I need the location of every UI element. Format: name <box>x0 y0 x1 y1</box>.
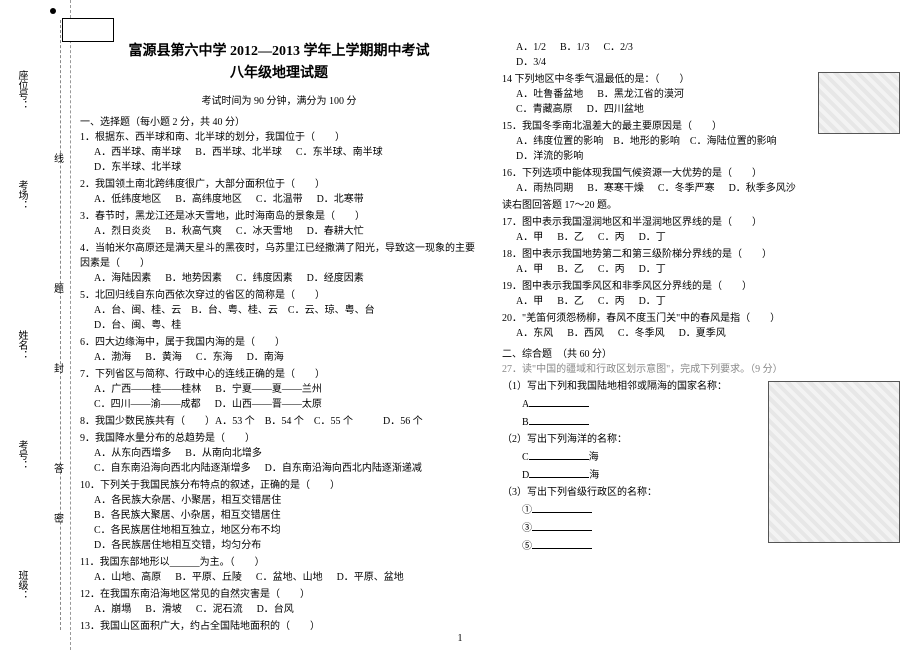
question-11: 11．我国东部地形以______为主。（ ） A．山地、高原B．平原、丘陵C．盆… <box>80 555 478 585</box>
question-16: 16．下列选项中能体现我国气候资源一大优势的是（ ） A．雨热同期B．寒寒干燥C… <box>502 166 900 196</box>
exam-content: 富源县第六中学 2012—2013 学年上学期期中考试 八年级地理试题 考试时间… <box>80 40 900 640</box>
question-9: 9．我国降水量分布的总趋势是（ ） A．从东向西增多B．从南向北增多C．自东南沿… <box>80 431 478 476</box>
binding-label: 姓名： <box>14 330 29 360</box>
section-2-heading: 二、综合题 （共 60 分） <box>502 345 900 360</box>
question-18: 18．图中表示我国地势第二和第三级阶梯分界线的是（ ） A．甲B．乙C．丙D．丁 <box>502 247 900 277</box>
question-6: 6．四大边缘海中，属于我国内海的是（ ） A．渤海B．黄海C．东海D．南海 <box>80 335 478 365</box>
question-20: 20．"羌笛何须怨杨柳，春风不度玉门关"中的春风是指（ ） A．东风B．西风C．… <box>502 311 900 341</box>
question-5: 5．北回归线自东向西依次穿过的省区的简称是（ ） A．台、闽、桂、云B．台、粤、… <box>80 288 478 333</box>
comprehensive-q27: 27．读"中国的疆域和行政区划示意图"，完成下列要求。（9 分） （1）写出下列… <box>502 362 900 554</box>
binding-seal-char: 答 <box>54 460 64 475</box>
question-12: 12．在我国东南沿海地区常见的自然灾害是（ ） A．崩塌B．滑坡C．泥石流D．台… <box>80 587 478 617</box>
question-19: 19．图中表示我国季风区和非季风区分界线的是（ ） A．甲B．乙C．丙D．丁 <box>502 279 900 309</box>
corner-dot <box>50 8 56 14</box>
question-7: 7．下列省区与简称、行政中心的连线正确的是（ ） A．广西——桂——桂林B．宁夏… <box>80 367 478 412</box>
binding-seal-char: 线 <box>54 150 64 165</box>
exam-meta: 考试时间为 90 分钟，满分为 100 分 <box>80 92 478 107</box>
question-10: 10．下列关于我国民族分布特点的叙述，正确的是（ ） A．各民族大杂居、小聚居，… <box>80 478 478 553</box>
exam-subtitle: 八年级地理试题 <box>80 62 478 82</box>
question-2: 2．我国领土南北跨纬度很广，大部分面积位于（ ） A．低纬度地区B．高纬度地区C… <box>80 177 478 207</box>
binding-label: 考号： <box>14 440 29 470</box>
china-outline-map-small <box>818 72 900 134</box>
question-1: 1．根据东、西半球和南、北半球的划分，我国位于（ ） A．西半球、南半球B．西半… <box>80 130 478 175</box>
binding-dashed-line <box>60 20 61 630</box>
binding-seal-char: 封 <box>54 360 64 375</box>
question-8: 8．我国少数民族共有（ ）A．53 个 B．54 个 C．55 个 D．56 个 <box>80 414 478 429</box>
page-number: 1 <box>458 633 463 644</box>
read-figure-hint: 读右图回答题 17～20 题。 <box>502 198 900 213</box>
question-3: 3．春节时，黑龙江还是冰天雪地，此时海南岛的景象是（ ） A．烈日炎炎B．秋高气… <box>80 209 478 239</box>
binding-margin: 座位号： 考场： 姓名： 考号： 班级： 线题封答密 <box>0 0 71 650</box>
q14-block: 14 下列地区中冬季气温最低的是：（ ） A．吐鲁番盆地B．黑龙江省的漠河C．青… <box>502 72 900 117</box>
binding-seal-char: 密 <box>54 510 64 525</box>
binding-label: 考场： <box>14 180 29 210</box>
q27-intro: 27．读"中国的疆域和行政区划示意图"，完成下列要求。（9 分） <box>502 362 900 377</box>
binding-seal-char: 题 <box>54 280 64 295</box>
exam-title: 富源县第六中学 2012—2013 学年上学期期中考试 <box>80 40 478 60</box>
section-1-heading: 一、选择题（每小题 2 分，共 40 分） <box>80 113 478 128</box>
binding-label: 班级： <box>14 570 29 600</box>
china-territory-map <box>768 381 900 543</box>
question-4: 4．当帕米尔高原还是满天星斗的黑夜时，乌苏里江已经撒满了阳光，导致这一现象的主要… <box>80 241 478 286</box>
q1-stem: 根据东、西半球和南、北半球的划分，我国位于（ ） <box>95 132 345 143</box>
corner-box <box>62 18 114 42</box>
question-17: 17．图中表示我国湿润地区和半湿润地区界线的是（ ） A．甲B．乙C．丙D．丁 <box>502 215 900 245</box>
binding-label: 座位号： <box>14 70 29 110</box>
